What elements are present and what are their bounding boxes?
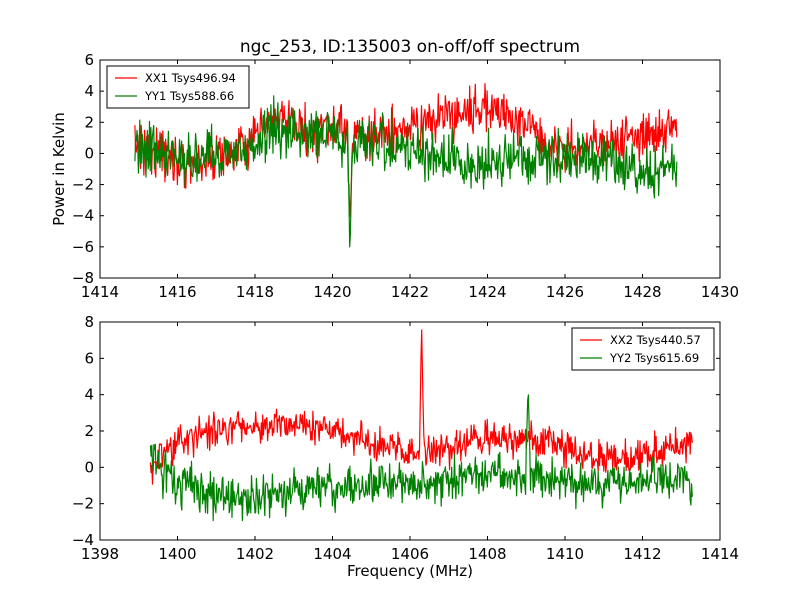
series-line-yy1: [134, 95, 678, 248]
x-tick-label: 1406: [391, 545, 429, 563]
y-tick-label: −2: [72, 495, 94, 513]
legend-box: [571, 327, 715, 371]
y-tick-label: 4: [84, 386, 94, 404]
y-tick-label: 6: [84, 349, 94, 367]
series-line-yy2: [149, 394, 693, 522]
x-tick-label: 1402: [236, 545, 274, 563]
y-tick-label: 2: [84, 422, 94, 440]
legend-label: YY1 Tsys588.66: [144, 89, 234, 103]
y-tick-label: 8: [84, 313, 94, 331]
x-tick-label: 1420: [313, 283, 351, 301]
x-tick-label: 1424: [468, 283, 506, 301]
y-tick-label: 4: [84, 82, 94, 100]
x-tick-label: 1414: [701, 545, 739, 563]
plot-area: [149, 329, 693, 522]
x-tick-label: 1426: [546, 283, 584, 301]
x-tick-label: 1404: [313, 545, 351, 563]
legend-label: XX1 Tsys496.94: [145, 71, 236, 85]
y-tick-label: 2: [84, 113, 94, 131]
y-tick-label: −6: [72, 238, 94, 256]
legend-box: [106, 65, 250, 109]
plot-area: [134, 82, 678, 248]
series-line-xx2: [149, 329, 693, 485]
x-axis-label: Frequency (MHz): [347, 562, 473, 580]
y-tick-label: −4: [72, 531, 94, 549]
x-tick-label: 1410: [546, 545, 584, 563]
x-tick-label: 1408: [468, 545, 506, 563]
legend: XX1 Tsys496.94 YY1 Tsys588.66: [106, 65, 250, 109]
x-tick-label: 1400: [158, 545, 196, 563]
x-tick-label: 1416: [158, 283, 196, 301]
x-tick-label: 1418: [236, 283, 274, 301]
y-tick-label: −2: [72, 176, 94, 194]
y-tick-label: 0: [84, 144, 94, 162]
y-tick-label: 6: [84, 51, 94, 69]
y-tick-label: −4: [72, 207, 94, 225]
legend-label: YY2 Tsys615.69: [609, 351, 699, 365]
y-tick-label: −8: [72, 269, 94, 287]
x-tick-label: 1430: [701, 283, 739, 301]
legend: XX2 Tsys440.57 YY2 Tsys615.69: [571, 327, 715, 371]
y-tick-label: 0: [84, 458, 94, 476]
top-panel: 1414 1416 1418 1420 1422 1424 1426 1428 1430 −8 −6…: [50, 51, 739, 301]
bottom-panel: 1398 1400 1402 1404 1406 1408 1410 1412 1414 −4 −2…: [72, 313, 739, 580]
x-tick-label: 1398: [81, 545, 119, 563]
chart-title: ngc_253, ID:135003 on-off/off spectrum: [240, 37, 580, 57]
x-tick-label: 1422: [391, 283, 429, 301]
x-tick-label: 1414: [81, 283, 119, 301]
x-tick-label: 1428: [623, 283, 661, 301]
y-axis-label: Power in Kelvin: [50, 112, 68, 226]
legend-label: XX2 Tsys440.57: [610, 333, 701, 347]
x-tick-label: 1412: [623, 545, 661, 563]
